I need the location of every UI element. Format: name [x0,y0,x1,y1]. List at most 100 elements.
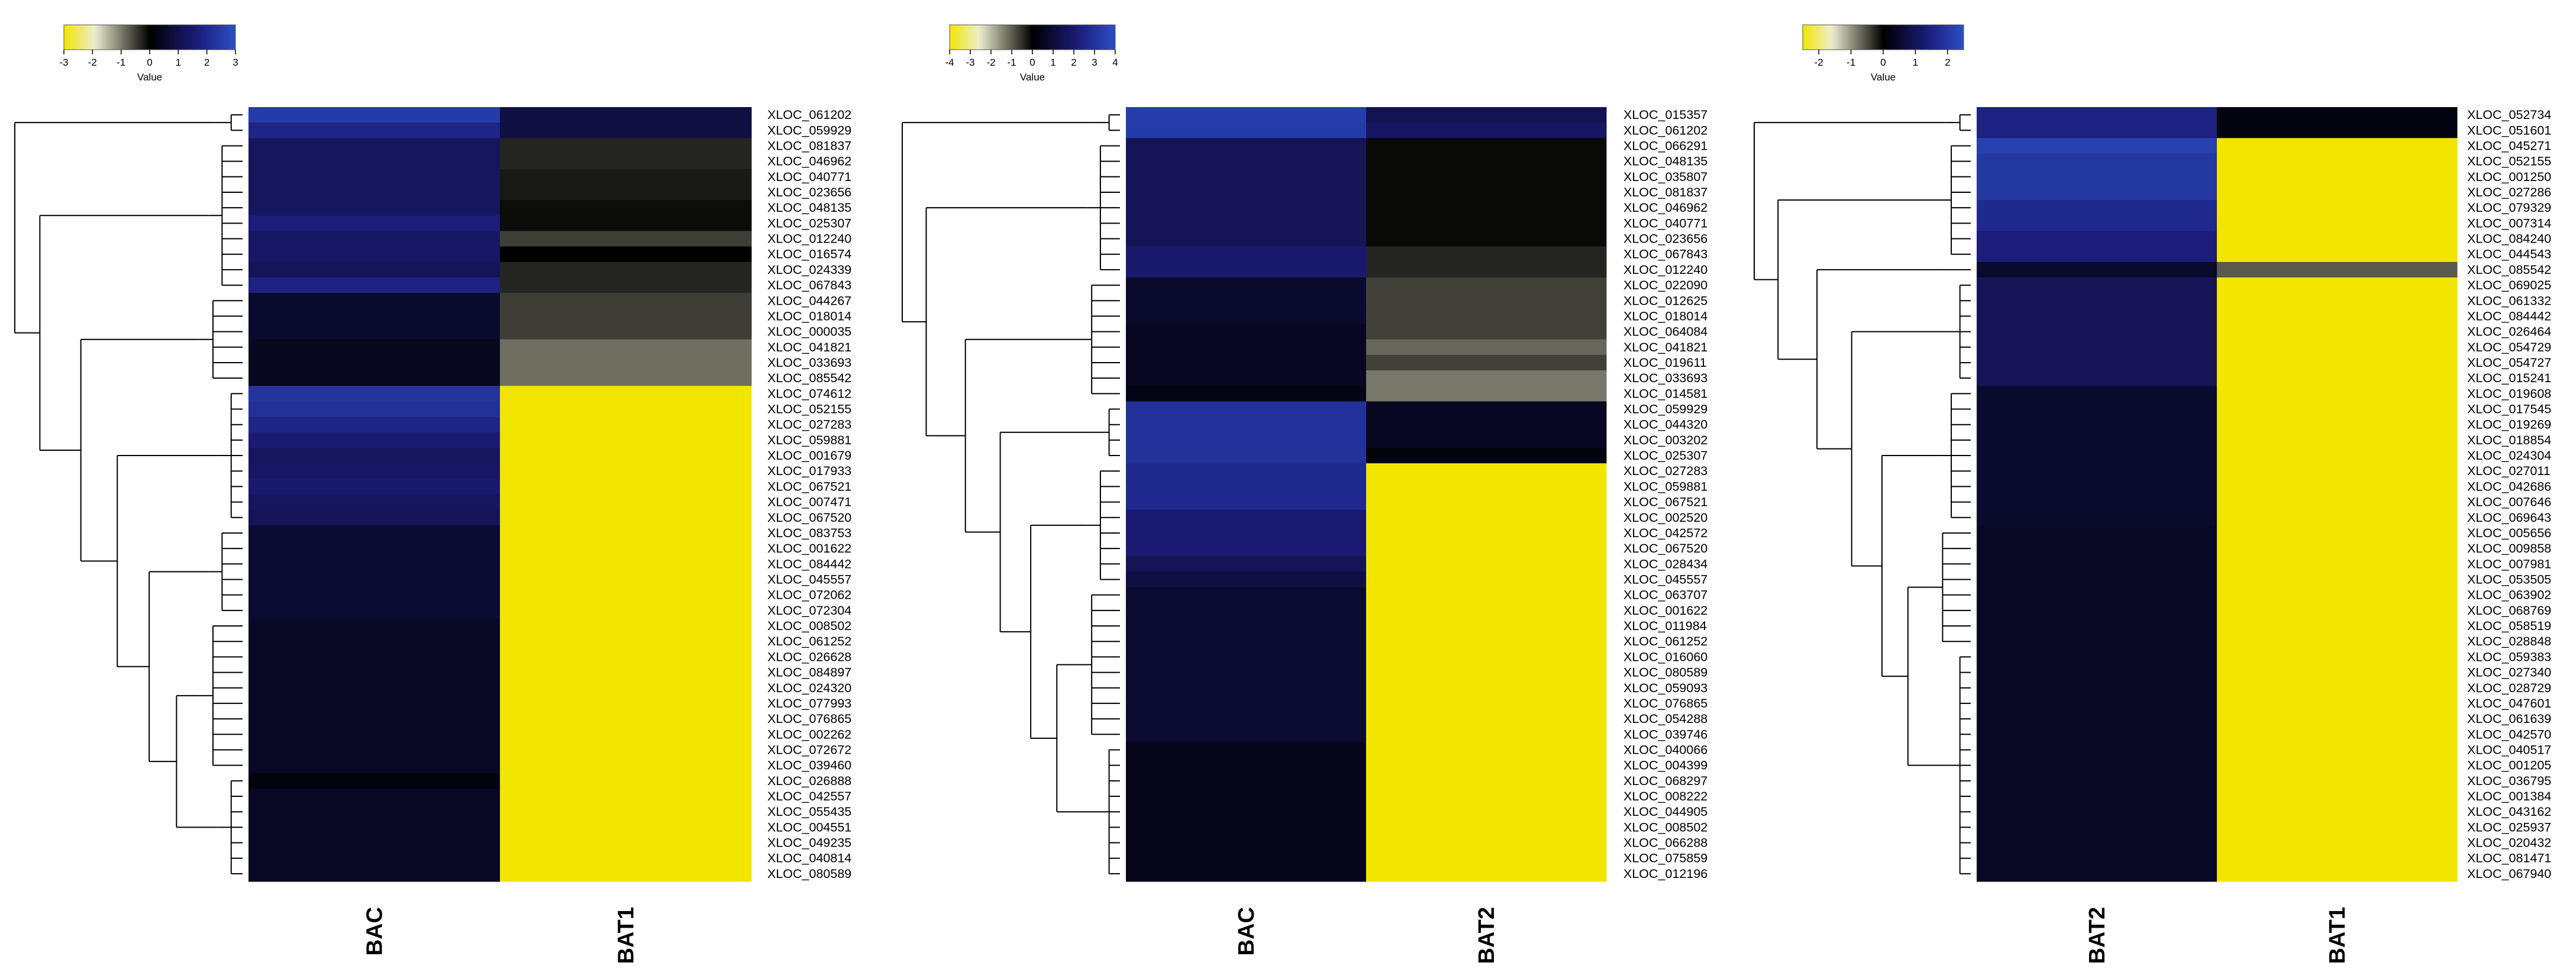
heatmap-cell [248,773,501,789]
heatmap-cell [1126,664,1367,681]
heatmap-cell [248,107,501,123]
heatmap-cell [1977,463,2217,479]
heatmap-cell [1126,277,1367,293]
heatmap-cell [500,711,752,727]
heatmap-cell [500,246,752,263]
heatmap-cell [1366,587,1607,603]
heatmap-cell [2217,432,2458,448]
heatmap-cell [2217,571,2458,588]
heatmap-cell [1366,231,1607,247]
row-label: XLOC_018014 [767,309,851,323]
colorbar-title: Value [1871,72,1896,83]
row-label: XLOC_018014 [1623,309,1707,323]
row-label: XLOC_067520 [1623,541,1707,556]
heatmap-cell [1977,556,2217,572]
heatmap-cell [248,153,501,170]
heatmap-cell [1126,479,1367,495]
colorbar: -3 -2 -1 0 1 2 3 Value [59,24,238,83]
row-label: XLOC_020432 [2467,836,2551,850]
heatmap-cell [1366,324,1607,340]
heatmap-cell [1977,711,2217,727]
heatmap-cell [500,370,752,386]
row-label: XLOC_053505 [2467,572,2551,586]
heatmap-cell [500,571,752,588]
row-label: XLOC_027340 [2467,666,2551,680]
heatmap-cell [1126,324,1367,340]
heatmap-cell [248,277,501,293]
row-label: XLOC_043162 [2467,805,2551,819]
row-label: XLOC_061202 [767,108,851,122]
colorbar: -4 -3 -2 -1 0 1 2 3 4 Value [945,24,1118,83]
heatmap-cell [248,680,501,696]
row-label: XLOC_012196 [1623,867,1707,881]
heatmap-cell [1977,819,2217,835]
heatmap-cell [1366,215,1607,231]
heatmap-cell [500,432,752,448]
heatmap-cell [2217,804,2458,820]
heatmap-cell [500,215,752,231]
heatmap-cell [248,509,501,526]
heatmap-cell [1977,231,2217,247]
heatmap-cell [1366,788,1607,805]
row-label: XLOC_023656 [767,185,851,199]
heatmap-cell [500,339,752,356]
heatmap-cell [1126,773,1367,789]
row-label: XLOC_083753 [767,526,851,540]
heatmap-cell [248,308,501,325]
heatmap-cell [248,169,501,185]
colorbar-tick-label: -3 [59,57,68,68]
heatmap-cell [248,556,501,572]
row-label: XLOC_040771 [767,170,851,184]
heatmap-cell [1366,432,1607,448]
heatmap-cell [2217,649,2458,665]
heatmap-cell [248,835,501,851]
heatmap-cell [500,261,752,278]
heatmap-cell [1366,835,1607,851]
row-label: XLOC_036795 [2467,774,2551,788]
heatmap-cell [2217,711,2458,727]
row-label: XLOC_016060 [1623,650,1707,664]
heatmap-cell [500,277,752,293]
heatmap-cell [500,866,752,882]
heatmap-cell [1126,494,1367,511]
heatmap-cell [1977,277,2217,293]
row-label: XLOC_008222 [1623,789,1707,803]
heatmap-cell [1366,463,1607,479]
heatmap-cell [500,850,752,867]
heatmap-cell [2217,850,2458,867]
row-label: XLOC_042570 [2467,727,2551,741]
heatmap-cell [500,447,752,464]
heatmap-cell [2217,339,2458,356]
row-label: XLOC_012240 [767,232,851,246]
heatmap-cell [1366,261,1607,278]
heatmap-cell [248,525,501,541]
heatmap-cell [500,649,752,665]
heatmap-cell [500,231,752,247]
colorbar-tick-label: 1 [1050,57,1055,68]
row-label: XLOC_044543 [2467,247,2551,261]
heatmap-cell [1366,153,1607,170]
heatmap-cell [248,664,501,681]
row-label: XLOC_066288 [1623,836,1707,850]
row-label: XLOC_045557 [1623,572,1707,586]
heatmap-cell [500,634,752,650]
column-label: BAT1 [614,907,639,964]
row-label: XLOC_076865 [1623,696,1707,711]
heatmap-cell [2217,293,2458,309]
heatmap-cell [1977,509,2217,526]
heatmap-cell [500,509,752,526]
row-label: XLOC_002262 [767,727,851,741]
heatmap-cell [1126,386,1367,402]
heatmap-cell [2217,386,2458,402]
row-label: XLOC_024320 [767,681,851,695]
heatmap-cell [2217,308,2458,325]
row-label: XLOC_059383 [2467,650,2551,664]
heatmap-cell [1977,401,2217,418]
row-label: XLOC_042557 [767,789,851,803]
heatmap-cell [2217,541,2458,557]
heatmap-cell [1366,541,1607,557]
row-label: XLOC_084442 [767,557,851,571]
heatmap-cell [2217,835,2458,851]
heatmap-cell [2217,695,2458,712]
row-label: XLOC_015357 [1623,108,1707,122]
